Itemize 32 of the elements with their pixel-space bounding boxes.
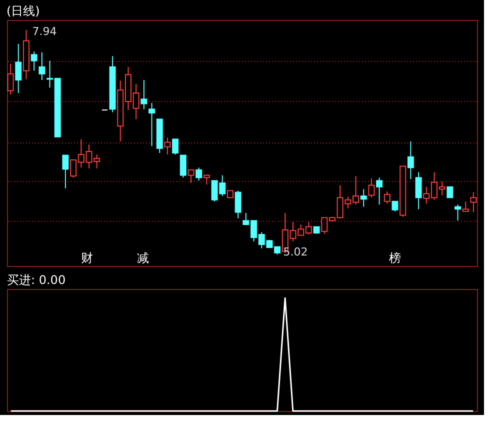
candlestick (470, 192, 477, 213)
candlestick (376, 177, 383, 205)
candlestick (38, 52, 46, 80)
candlestick (384, 190, 390, 204)
candlestick (415, 172, 422, 210)
candlestick (15, 43, 22, 94)
candlestick (368, 178, 375, 198)
candlestick (462, 200, 469, 212)
chart-title: 买进: 0.00 (7, 273, 66, 287)
candlestick (7, 63, 14, 96)
candlestick (140, 79, 148, 110)
candlestick (164, 137, 171, 156)
annotation: 5.02 (283, 245, 308, 258)
candlestick (454, 204, 462, 222)
annotation: 7.94 (32, 24, 57, 38)
annotation: 财 (81, 251, 93, 265)
candlestick (180, 154, 186, 178)
candlestick (407, 140, 414, 180)
annotation: 减 (137, 251, 149, 265)
candlestick (446, 186, 454, 198)
candlestick (30, 51, 38, 72)
candlestick (188, 169, 194, 184)
candlestick (196, 167, 202, 182)
candlestick (234, 190, 242, 219)
candlestick (172, 138, 179, 156)
chart-title: (日线) (6, 4, 40, 18)
candlestick (203, 174, 210, 186)
candlestick (360, 188, 367, 208)
candlestick (392, 200, 398, 212)
annotation: 榜 (389, 251, 401, 265)
candlestick (148, 102, 156, 147)
candlestick (62, 154, 69, 189)
